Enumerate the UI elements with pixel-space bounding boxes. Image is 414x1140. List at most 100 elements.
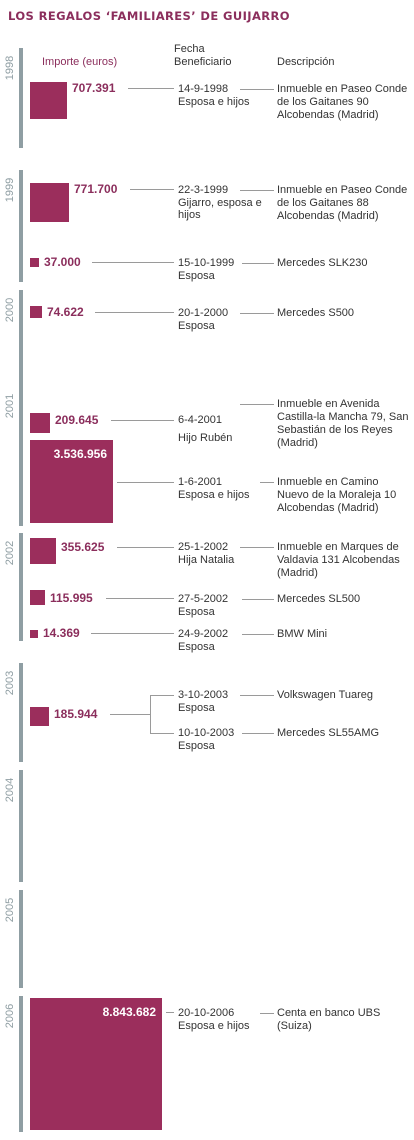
- row-fecha-beneficiario: 14-9-1998 Esposa e hijos: [178, 83, 274, 108]
- row-fecha: 27-5-2002: [178, 593, 229, 605]
- description-connector: [260, 482, 274, 483]
- year-label-2002: 2002: [4, 540, 17, 566]
- amount-square: [30, 707, 49, 726]
- row-fecha-beneficiario: 10-10-2003 Esposa: [178, 727, 274, 752]
- row-fecha-beneficiario: 1-6-2001 Esposa e hijos: [178, 476, 274, 501]
- amount-connector: [117, 547, 174, 548]
- amount-connector: [166, 1012, 174, 1013]
- row-beneficiario: Esposa: [178, 605, 215, 618]
- row-descripcion: Inmueble en Camino Nuevo de la Moraleja …: [277, 476, 397, 514]
- year-bar-1999: [19, 170, 23, 282]
- row-descripcion: Mercedes SL500: [277, 593, 361, 605]
- row-fecha-beneficiario: 24-9-2002 Esposa: [178, 628, 274, 653]
- header-beneficiario: Beneficiario: [174, 56, 232, 68]
- row-fecha: 24-9-2002: [178, 628, 229, 640]
- amount-label: 115.995: [50, 591, 93, 605]
- amount-square: [30, 630, 38, 638]
- amount-connector: [111, 420, 174, 421]
- amount-label: 707.391: [72, 81, 116, 95]
- amount-square: [30, 413, 50, 433]
- row-fecha-beneficiario: 3-10-2003 Esposa: [178, 689, 274, 714]
- header-importe: Importe (euros): [42, 56, 118, 68]
- description-connector: [240, 547, 274, 548]
- description-connector: [240, 89, 274, 90]
- year-label-2004: 2004: [4, 777, 17, 803]
- amount-connector: [95, 312, 174, 313]
- page-title: LOS REGALOS ‘FAMILIARES’ DE GUIJARRO: [8, 9, 290, 23]
- amount-square: [30, 258, 39, 267]
- row-beneficiario: Esposa: [178, 640, 215, 653]
- description-connector: [240, 695, 274, 696]
- amount-label: 14.369: [43, 626, 80, 640]
- description-connector: [240, 404, 274, 405]
- year-label-2005: 2005: [4, 897, 17, 923]
- amount-square: [30, 440, 113, 523]
- amount-label: 209.645: [55, 413, 99, 427]
- row-beneficiario: Esposa: [178, 319, 215, 332]
- description-connector: [242, 634, 274, 635]
- amount-label: 8.843.682: [102, 1005, 156, 1019]
- amount-square: [30, 998, 162, 1130]
- year-label-2006: 2006: [4, 1003, 17, 1029]
- row-fecha-beneficiario: 6-4-2001 Hijo Rubén: [178, 414, 274, 444]
- row-fecha: 10-10-2003: [178, 727, 235, 739]
- row-fecha: 1-6-2001: [178, 476, 223, 488]
- header-descripcion: Descripción: [277, 56, 335, 68]
- row-beneficiario: Esposa: [178, 739, 215, 752]
- amount-connector: [130, 189, 174, 190]
- row-fecha: 25-1-2002: [178, 541, 229, 553]
- amount-square: [30, 306, 42, 318]
- description-connector: [240, 313, 274, 314]
- row-fecha: 22-3-1999: [178, 184, 229, 196]
- row-descripcion: BMW Mini: [277, 628, 328, 640]
- row-fecha-beneficiario: 20-1-2000 Esposa: [178, 307, 274, 332]
- row-descripcion: Centa en banco UBS (Suiza): [277, 1007, 381, 1032]
- row-beneficiario: Gijarro, esposa e hijos: [178, 196, 262, 222]
- year-label-2000: 2000: [4, 297, 17, 323]
- row-descripcion: Inmueble en Marques de Valdavia 131 Alco…: [277, 541, 400, 579]
- row-fecha-beneficiario: 25-1-2002 Hija Natalia: [178, 541, 274, 566]
- row-fecha-beneficiario: 20-10-2006 Esposa e hijos: [178, 1007, 274, 1032]
- year-bar-2001: [19, 386, 23, 526]
- amount-label: 3.536.956: [53, 447, 107, 461]
- year-bar-1998: [19, 48, 23, 148]
- description-connector: [242, 263, 274, 264]
- row-beneficiario: Esposa e hijos: [178, 488, 250, 501]
- row-beneficiario: Esposa e hijos: [178, 1019, 250, 1032]
- amount-label: 355.625: [61, 540, 105, 554]
- bracket-2003-arm: [150, 733, 174, 734]
- row-beneficiario: Esposa: [178, 269, 215, 282]
- description-connector: [242, 733, 274, 734]
- row-descripcion: Mercedes SLK230: [277, 257, 368, 269]
- year-bar-2006: [19, 996, 23, 1132]
- row-beneficiario: Esposa e hijos: [178, 95, 250, 108]
- row-descripcion: Inmueble en Avenida Castilla-la Mancha 7…: [277, 398, 409, 449]
- row-descripcion: Mercedes S500: [277, 307, 355, 319]
- description-connector: [242, 599, 274, 600]
- year-label-1998: 1998: [4, 55, 17, 81]
- year-bar-2004: [19, 770, 23, 882]
- row-beneficiario: Esposa: [178, 701, 215, 714]
- row-descripcion: Volkswagen Tuareg: [277, 689, 374, 701]
- row-fecha: 20-1-2000: [178, 307, 229, 319]
- amount-square: [30, 538, 56, 564]
- row-beneficiario: Hijo Rubén: [178, 431, 233, 444]
- header-fecha: Fecha: [174, 43, 205, 55]
- amount-label: 37.000: [44, 255, 81, 269]
- row-beneficiario: Hija Natalia: [178, 553, 235, 566]
- row-fecha: 15-10-1999: [178, 257, 235, 269]
- row-fecha: 6-4-2001: [178, 414, 223, 426]
- year-label-2001: 2001: [4, 393, 17, 419]
- amount-connector: [117, 482, 174, 483]
- year-bar-2003: [19, 663, 23, 762]
- year-bar-2005: [19, 890, 23, 988]
- bracket-2003: [150, 695, 151, 733]
- bracket-2003-arm: [150, 695, 174, 696]
- row-fecha: 20-10-2006: [178, 1007, 235, 1019]
- row-fecha: 14-9-1998: [178, 83, 229, 95]
- amount-square: [30, 82, 67, 119]
- amount-connector: [106, 598, 174, 599]
- description-connector: [260, 1013, 274, 1014]
- amount-connector: [128, 88, 174, 89]
- year-bar-2000: [19, 290, 23, 400]
